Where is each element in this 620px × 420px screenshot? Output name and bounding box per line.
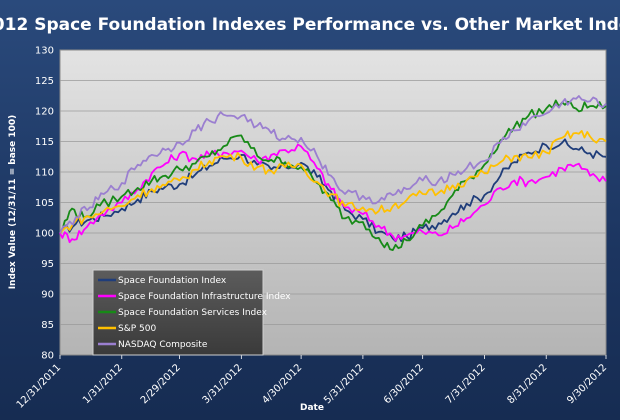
y-tick-label: 125 <box>35 76 54 87</box>
legend-label: NASDAQ Composite <box>118 340 208 350</box>
series-line-1 <box>59 143 607 244</box>
x-axis-label: Date <box>300 403 324 413</box>
x-tick-label: 6/30/2012 <box>382 362 426 406</box>
legend-box <box>92 269 264 356</box>
y-axis-label: Index Value (12/31/11 = base 100) <box>8 115 18 290</box>
y-tick-label: 115 <box>35 137 54 148</box>
legend-label: Space Foundation Index <box>118 276 227 286</box>
x-tick-label: 3/31/2012 <box>201 362 245 406</box>
series-lines <box>59 95 607 251</box>
y-tick-label: 95 <box>41 259 54 270</box>
series-line-2 <box>59 99 607 251</box>
series-line-3 <box>59 130 607 234</box>
y-tick-label: 85 <box>41 320 54 331</box>
y-tick-label: 100 <box>35 229 54 240</box>
y-tick-label: 105 <box>35 198 54 209</box>
x-tick-label: 8/31/2012 <box>505 362 549 406</box>
x-tick-label: 7/31/2012 <box>444 362 488 406</box>
chart-title: 2012 Space Foundation Indexes Performanc… <box>0 15 620 35</box>
y-tick-label: 120 <box>35 107 54 118</box>
x-tick-label: 12/31/2011 <box>15 362 64 411</box>
y-tick-label: 130 <box>35 46 54 57</box>
legend-label: Space Foundation Services Index <box>118 308 268 318</box>
legend-label: Space Foundation Infrastructure Index <box>118 292 291 302</box>
y-tick-label: 110 <box>35 168 54 179</box>
y-axis-ticks: 80 85 90 95 100 105 110 115 120 125 130 <box>35 46 54 362</box>
x-tick-label: 4/30/2012 <box>260 362 304 406</box>
x-tick-label: 9/30/2012 <box>565 362 609 406</box>
legend-label: S&P 500 <box>118 324 156 334</box>
series-line-4 <box>59 95 607 234</box>
y-tick-label: 80 <box>41 351 54 362</box>
x-tick-label: 1/31/2012 <box>81 362 125 406</box>
y-tick-label: 90 <box>41 290 54 301</box>
x-tick-label: 2/29/2012 <box>139 362 183 406</box>
x-tick-label: 5/31/2012 <box>322 362 366 406</box>
legend: Space Foundation Index Space Foundation I… <box>92 269 291 356</box>
series-line-0 <box>59 138 607 243</box>
